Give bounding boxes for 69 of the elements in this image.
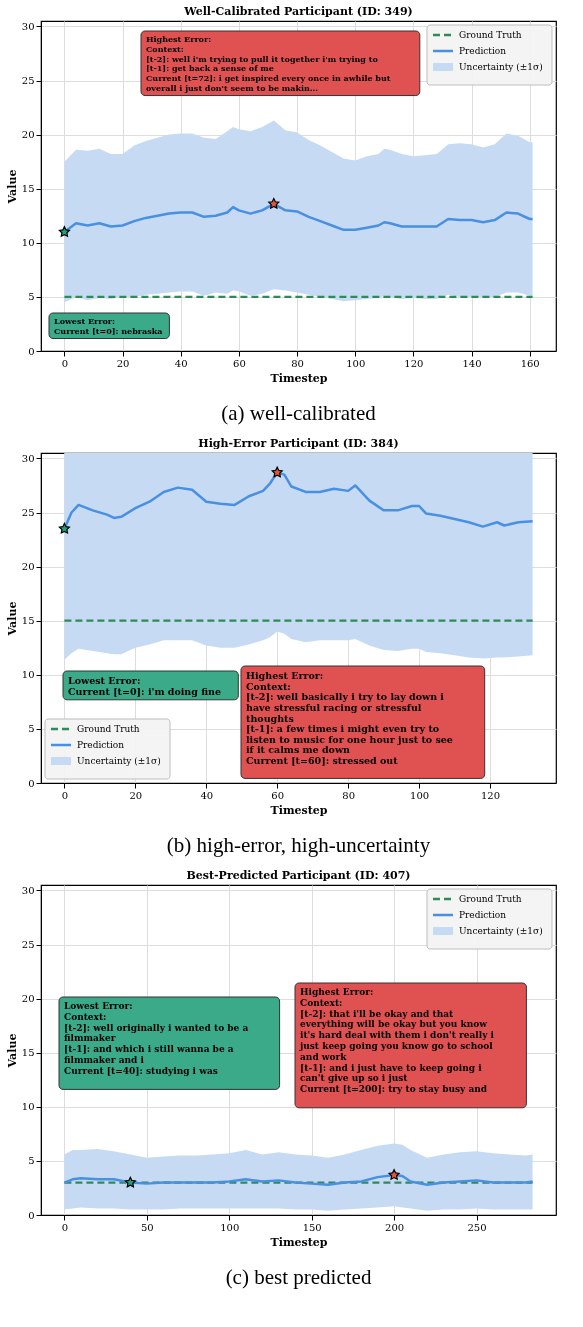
text: (a) well-calibrated (221, 401, 377, 425)
y-tick-label: 5 (28, 291, 35, 303)
y-tick-label: 25 (21, 75, 35, 87)
y-tick-label: 5 (28, 723, 35, 735)
y-tick-label: 15 (21, 1047, 35, 1059)
annotation: Lowest Error: Current [t=0]: i'm doing fine (68, 675, 222, 698)
x-tick-label: 20 (129, 789, 143, 801)
x-tick-label: 100 (410, 789, 430, 801)
text: (b) high-error, high-uncertainty (166, 833, 431, 857)
x-tick-label: 150 (302, 1221, 322, 1233)
x-tick-label: 0 (61, 789, 69, 801)
x-tick-label: 0 (61, 1221, 69, 1233)
x-tick-label: 200 (385, 1221, 405, 1233)
legend-label: Uncertainty (±1σ) (77, 756, 161, 766)
x-tick-label: 40 (174, 357, 188, 369)
x-tick-label: 140 (462, 357, 482, 369)
legend-label: Uncertainty (±1σ) (459, 62, 543, 72)
y-tick-label: 15 (21, 615, 35, 627)
x-tick-label: 100 (220, 1221, 240, 1233)
y-tick-label: 0 (28, 777, 35, 789)
y-tick-label: 30 (21, 884, 35, 896)
annotation: Lowest Error: Context: [t-2]: well originally i wanted to be a filmmaker [t-1]: and which i still wanna be a filmmaker and i Current [t=40]: studying i was (64, 1001, 249, 1076)
y-tick-label: 20 (21, 129, 35, 141)
y-tick-label: 10 (21, 237, 35, 249)
x-tick-label: 40 (200, 789, 214, 801)
chart-title: Best-Predicted Participant (ID: 407) (186, 869, 411, 882)
annotation: Highest Error: Context: [t-2]: well i'm trying to pull it together i'm trying to [t-1]: get back a sense of me Current [t=72]: i get inspired every once in awhile but overall i just don't seem to be makin... (146, 34, 391, 93)
y-tick-label: 15 (21, 183, 35, 195)
y-tick-label: 30 (21, 20, 35, 32)
x-tick-label: 80 (342, 789, 356, 801)
x-tick-label: 100 (346, 357, 366, 369)
x-axis-title: Timestep (270, 803, 328, 817)
y-tick-label: 0 (28, 1209, 35, 1221)
legend-label: Prediction (459, 910, 507, 920)
legend-label: Ground Truth (77, 724, 140, 734)
y-tick-label: 10 (21, 1101, 35, 1113)
x-tick-label: 50 (140, 1221, 154, 1233)
chart-title: Well-Calibrated Participant (ID: 349) (183, 5, 413, 18)
text: Highest Error: Context: [t-2]: that i'll be okay and that everything will be okay but you know it's hard deal with them i don't really i just keep going you know go to school and work [t-1]: and i just have to keep going i can't give up so i just Current [t=200]: try to stay busy and (300, 987, 494, 1095)
y-tick-label: 20 (21, 993, 35, 1005)
y-tick-label: 20 (21, 561, 35, 573)
y-tick-label: 5 (28, 1155, 35, 1167)
legend-label: Prediction (77, 740, 125, 750)
legend-label: Prediction (459, 46, 507, 56)
x-tick-label: 60 (271, 789, 285, 801)
chart-title: High-Error Participant (ID: 384) (198, 437, 399, 450)
y-axis-title: Value (5, 1033, 19, 1069)
legend-label: Ground Truth (459, 30, 522, 40)
y-tick-label: 30 (21, 452, 35, 464)
y-tick-label: 25 (21, 939, 35, 951)
y-tick-label: 0 (28, 345, 35, 357)
x-tick-label: 160 (520, 357, 540, 369)
x-tick-label: 120 (480, 789, 501, 801)
x-tick-label: 80 (291, 357, 304, 369)
y-axis-title: Value (5, 169, 19, 205)
y-axis-title: Value (5, 601, 19, 637)
annotation: Lowest Error: Current [t=0]: nebraska (54, 316, 163, 336)
y-tick-label: 10 (21, 669, 35, 681)
legend-label: Ground Truth (459, 894, 522, 904)
x-axis-title: Timestep (270, 1235, 328, 1249)
x-tick-label: 20 (116, 357, 130, 369)
x-axis-title: Timestep (270, 371, 328, 385)
x-tick-label: 60 (233, 357, 246, 369)
x-tick-label: 0 (61, 357, 69, 369)
x-tick-label: 250 (467, 1221, 487, 1233)
y-tick-label: 25 (21, 507, 35, 519)
text: (c) best predicted (225, 1265, 372, 1289)
x-tick-label: 120 (404, 357, 424, 369)
legend-label: Uncertainty (±1σ) (459, 926, 543, 936)
